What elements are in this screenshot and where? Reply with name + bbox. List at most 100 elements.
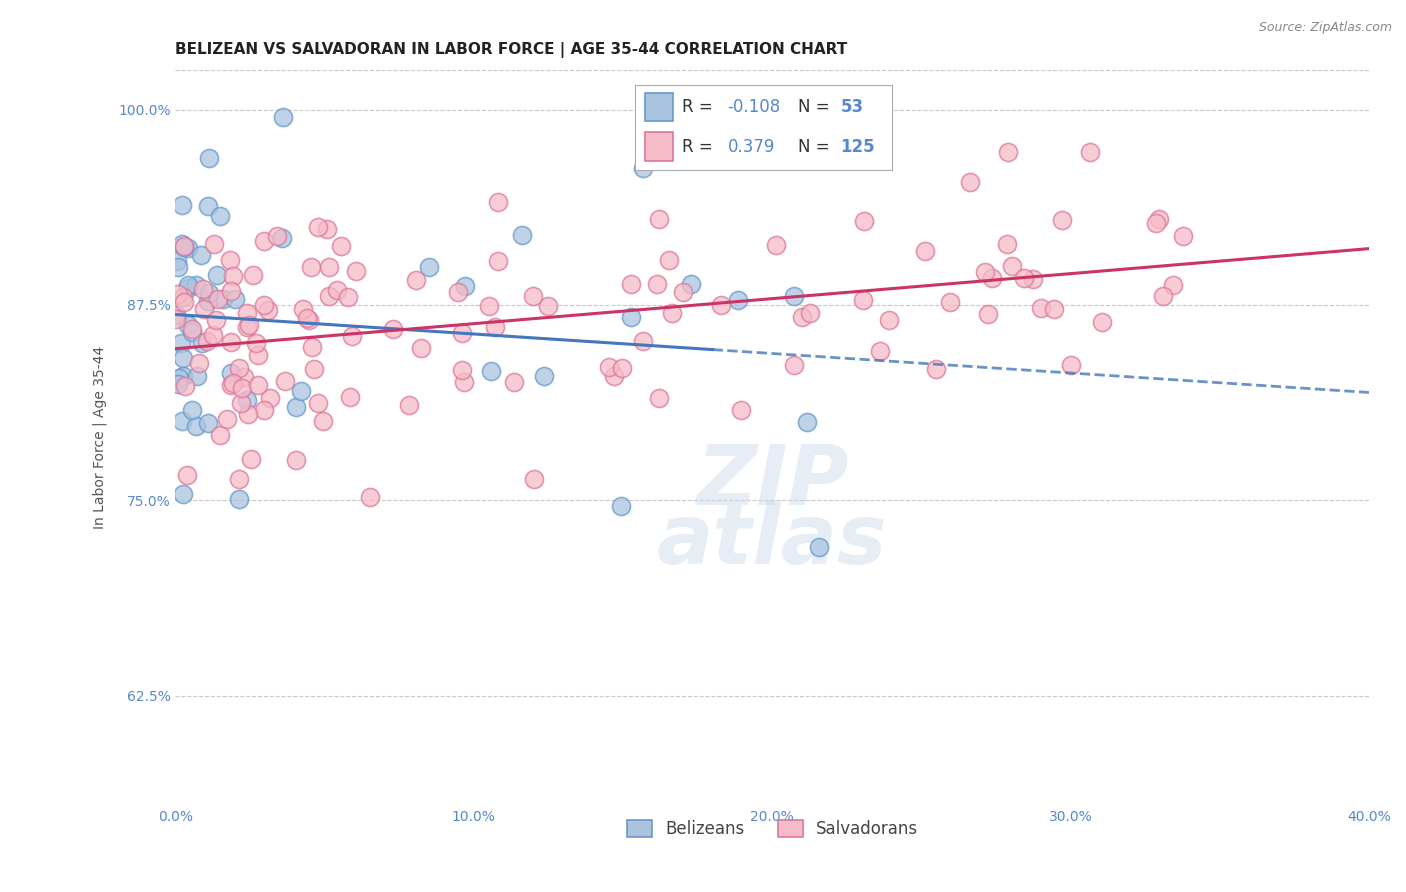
Point [648, 391, 671, 405]
Point [783, 358, 806, 372]
Point [217, 411, 239, 425]
Point [727, 293, 749, 307]
Point [1091, 315, 1114, 329]
Point [165, 308, 187, 322]
Point [973, 265, 995, 279]
Point [603, 368, 626, 383]
Point [236, 320, 259, 334]
Point [658, 252, 681, 267]
Point [211, 293, 233, 307]
Point [172, 487, 194, 501]
Point [172, 351, 194, 366]
Point [207, 292, 229, 306]
Point [648, 211, 671, 226]
Point [197, 416, 219, 430]
Point [318, 260, 340, 275]
Point [259, 391, 281, 405]
Point [180, 325, 202, 339]
Point [301, 340, 323, 354]
Point [302, 361, 325, 376]
Point [172, 290, 194, 304]
Point [481, 364, 503, 378]
Point [271, 111, 294, 125]
Point [344, 263, 367, 277]
Point [299, 260, 322, 275]
Point [228, 472, 250, 486]
Point [274, 374, 297, 388]
Point [177, 278, 200, 293]
Point [266, 229, 288, 244]
Point [191, 282, 214, 296]
Point [612, 360, 634, 375]
Point [165, 311, 187, 326]
Point [186, 278, 208, 293]
Point [177, 281, 200, 295]
Point [193, 301, 215, 316]
Point [478, 299, 501, 313]
Point [398, 399, 420, 413]
Point [359, 490, 381, 504]
Point [620, 277, 643, 291]
Point [253, 234, 276, 248]
Point [228, 361, 250, 376]
Point [959, 175, 981, 189]
Point [236, 306, 259, 320]
Point [166, 260, 188, 274]
Point [533, 369, 555, 384]
Point [239, 452, 262, 467]
Point [1050, 213, 1073, 227]
Point [342, 329, 364, 343]
Point [188, 356, 211, 370]
Point [285, 400, 308, 414]
Point [877, 313, 900, 327]
Point [522, 289, 544, 303]
Point [247, 378, 270, 392]
Point [808, 540, 831, 554]
Point [997, 145, 1019, 160]
Point [318, 289, 340, 303]
Point [1163, 278, 1185, 293]
Point [510, 227, 533, 242]
Point [486, 194, 509, 209]
Point [307, 396, 329, 410]
Point [173, 295, 195, 310]
Point [418, 260, 440, 275]
Point [177, 242, 200, 256]
Point [191, 335, 214, 350]
Point [219, 334, 242, 349]
Point [453, 376, 475, 390]
Point [170, 237, 193, 252]
Point [312, 414, 335, 428]
Point [765, 238, 787, 252]
Point [247, 348, 270, 362]
Point [205, 268, 228, 282]
Point [451, 363, 474, 377]
Point [208, 210, 231, 224]
Point [486, 254, 509, 268]
Point [219, 366, 242, 380]
Point [914, 244, 936, 259]
Point [672, 285, 695, 300]
Point [166, 376, 188, 391]
Point [166, 254, 188, 268]
Point [172, 369, 194, 384]
Point [1014, 270, 1036, 285]
Point [633, 334, 655, 348]
Point [339, 390, 361, 404]
Point [284, 453, 307, 467]
Point [233, 370, 256, 384]
Point [172, 198, 194, 212]
Point [271, 231, 294, 245]
Point [783, 289, 806, 303]
Point [186, 369, 208, 384]
Point [710, 298, 733, 312]
Legend: Belizeans, Salvadorans: Belizeans, Salvadorans [620, 813, 925, 845]
Point [598, 359, 620, 374]
Point [222, 376, 245, 391]
Point [205, 313, 228, 327]
Point [256, 303, 278, 318]
Point [197, 199, 219, 213]
Point [454, 279, 477, 293]
Point [173, 239, 195, 253]
Point [298, 313, 321, 327]
